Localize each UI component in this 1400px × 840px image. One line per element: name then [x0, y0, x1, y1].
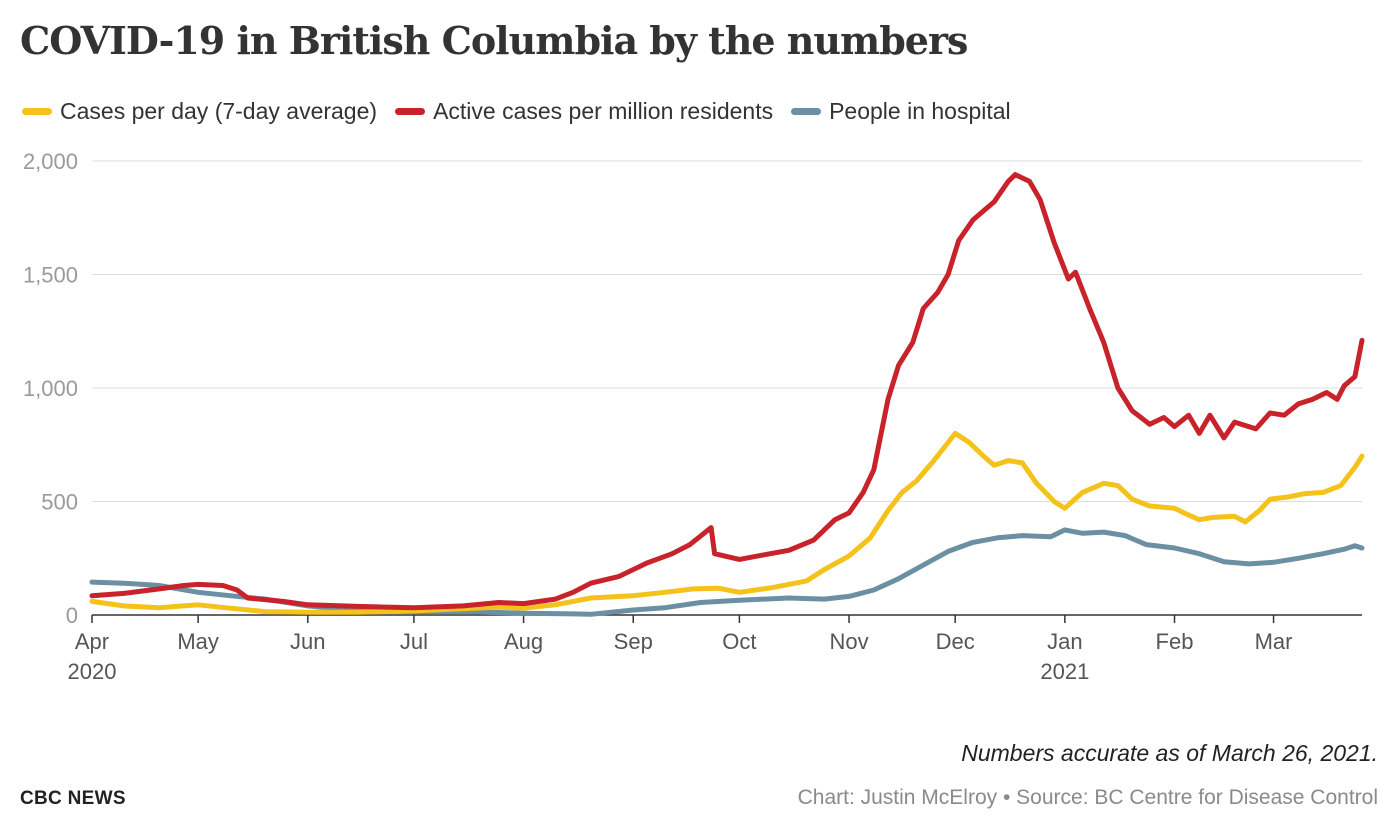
- x-tick-label: Sep: [614, 629, 653, 654]
- chart-legend: Cases per day (7-day average) Active cas…: [22, 98, 1029, 125]
- y-tick-label: 1,500: [23, 263, 78, 288]
- x-tick-year-label: 2020: [68, 659, 117, 684]
- legend-swatch-active: [395, 108, 426, 115]
- x-tick-label: Nov: [829, 629, 868, 654]
- x-tick-label: Apr: [75, 629, 109, 654]
- series-line-1: [89, 172, 1365, 611]
- legend-item-cases: Cases per day (7-day average): [22, 98, 377, 125]
- y-tick-label: 2,000: [23, 149, 78, 174]
- x-tick-label: Aug: [504, 629, 543, 654]
- x-tick-label: Jan: [1047, 629, 1082, 654]
- series-layer: [89, 172, 1365, 617]
- x-tick-label: Mar: [1255, 629, 1293, 654]
- x-tick-year-label: 2021: [1040, 659, 1089, 684]
- x-tick-label: May: [177, 629, 219, 654]
- legend-item-hospital: People in hospital: [791, 98, 1011, 125]
- data-accuracy-note: Numbers accurate as of March 26, 2021.: [961, 740, 1378, 766]
- chart-credit: Chart: Justin McElroy • Source: BC Centr…: [797, 786, 1378, 809]
- x-tick-label: Jun: [290, 629, 325, 654]
- y-tick-label: 0: [66, 603, 78, 628]
- axis-layer: 0 500 1,000 1,500 2,000 Apr 2020 May Jun Jul Aug Se…: [23, 149, 1362, 684]
- legend-swatch-hospital: [791, 108, 822, 115]
- y-tick-label: 1,000: [23, 376, 78, 401]
- chart-title: COVID-19 in British Columbia by the numb…: [20, 18, 968, 63]
- x-tick-label: Oct: [722, 629, 756, 654]
- series-line-0: [89, 430, 1365, 615]
- y-tick-label: 500: [41, 490, 78, 515]
- x-tick-label: Jul: [400, 629, 428, 654]
- line-chart: 0 500 1,000 1,500 2,000 Apr 2020 May Jun Jul Aug Se…: [23, 149, 1365, 684]
- x-tick-label: Feb: [1156, 629, 1194, 654]
- x-tick-label: Dec: [936, 629, 975, 654]
- brand-logo: CBC NEWS: [20, 788, 126, 809]
- legend-item-active: Active cases per million residents: [395, 98, 773, 125]
- legend-label-active: Active cases per million residents: [433, 98, 774, 124]
- grid-layer: [92, 160, 1362, 502]
- legend-swatch-cases: [22, 108, 52, 115]
- legend-label-hospital: People in hospital: [829, 98, 1011, 124]
- legend-label-cases: Cases per day (7-day average): [60, 98, 378, 124]
